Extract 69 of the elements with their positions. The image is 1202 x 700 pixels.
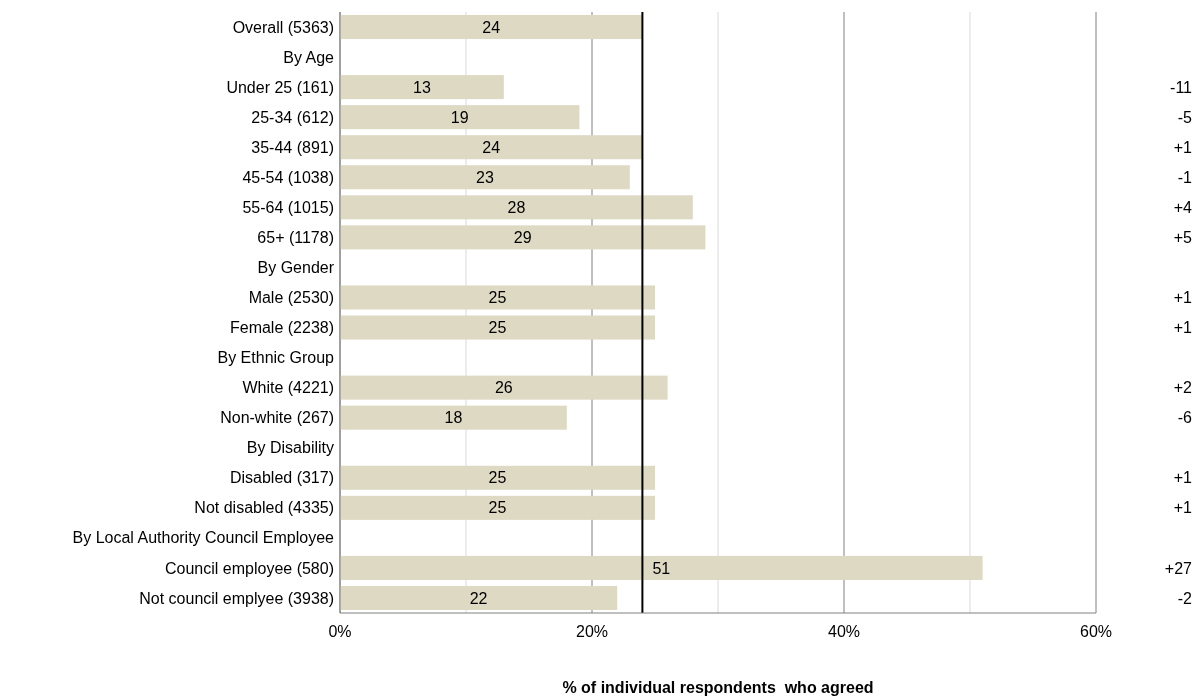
data-label: 22 [469,589,488,607]
y-tick-label: 55-64 (1015) [242,198,334,216]
text: +5 [1173,228,1193,246]
bar [340,285,655,310]
bar [340,15,643,40]
data-label: 18 [444,409,463,427]
y-tick-label: By Gender [257,259,335,277]
y-tick-label: Male (2530) [248,289,334,307]
x-tick-label: 40% [827,623,861,640]
y-tick-label: 45-54 (1038) [242,168,334,186]
data-label: 19 [450,108,469,126]
text: -11 [1170,78,1193,96]
bar [340,585,618,610]
bar [340,225,706,250]
data-label: 13 [413,78,431,96]
data-label: 24 [482,18,501,36]
y-tick-label: Under 25 (161) [226,78,334,96]
y-tick-label: White (4221) [242,379,334,397]
x-axis-title: % of individual respondents who agreed [562,679,874,696]
text: +1 [1173,319,1193,337]
y-tick-label: Not disabled (4335) [194,499,334,517]
text: +1 [1173,499,1193,517]
data-label: 28 [507,198,526,216]
data-label: 23 [476,168,494,186]
x-tick-label: 0% [328,623,352,640]
y-tick-label: By Local Authority Council Employee [72,529,335,547]
data-label: 26 [494,379,513,397]
bar [340,105,580,130]
text: -6 [1177,409,1193,427]
data-label: 25 [488,469,507,487]
bar [340,405,567,430]
text: +1 [1173,289,1193,307]
y-tick-label: Not council emplyee (3938) [139,589,334,607]
y-tick-label: By Age [283,48,335,66]
bar [340,315,655,340]
text: -2 [1177,589,1193,607]
text: +1 [1173,138,1193,156]
bar [340,555,983,580]
y-tick-label: Non-white (267) [220,409,334,427]
y-tick-label: By Ethnic Group [217,349,335,367]
x-tick-label: 20% [575,623,609,640]
bar [340,195,693,220]
data-label: 25 [488,289,507,307]
data-label: 51 [652,559,671,577]
y-tick-label: Disabled (317) [229,469,334,487]
data-label: 25 [488,319,507,337]
data-label: 25 [488,499,507,517]
y-tick-label: Overall (5363) [232,18,334,36]
text: -5 [1177,108,1193,126]
text: -1 [1177,168,1193,186]
bar [340,135,643,160]
text: +2 [1173,379,1193,397]
data-label: 24 [482,138,501,156]
x-tick-label: 60% [1079,623,1113,640]
y-tick-label: Council employee (580) [165,559,334,577]
bar [340,495,655,520]
y-tick-label: 25-34 (612) [251,108,334,126]
y-tick-label: Female (2238) [229,319,334,337]
bar [340,375,668,400]
bar [340,75,504,100]
text: +4 [1173,198,1193,216]
y-tick-label: 35-44 (891) [251,138,334,156]
data-label: 29 [513,228,532,246]
bar [340,465,655,490]
y-tick-label: 65+ (1178) [257,228,334,246]
text: +1 [1173,469,1193,487]
y-tick-label: By Disability [246,439,334,457]
bar [340,165,630,190]
text: +27 [1164,559,1193,577]
